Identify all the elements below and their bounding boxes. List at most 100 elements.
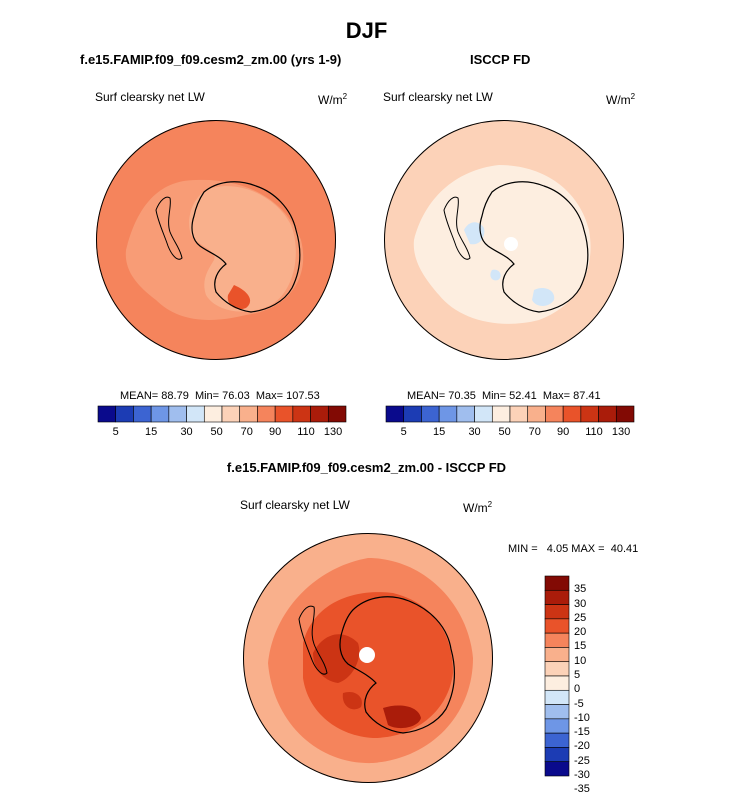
colorbar-swatch [598,405,617,423]
colorbar-swatch [491,405,511,423]
diff-colorbar-tick-label: -20 [574,740,590,753]
diff-colorbar-tick-label: 20 [574,626,587,639]
diff-colorbar-tick-label: 30 [574,597,587,610]
colorbar-tick-label: 15 [145,426,158,438]
left-map-border [96,120,336,360]
right-panel-units: W/m2 [606,92,636,107]
diff-colorbar-labels: 35 30 25 20 15 10 5 0 -5 -10 -15 -20 -25 -30 -35 [574,576,614,795]
diff-minmax: MIN = 4.05 MAX = 40.41 [508,543,639,555]
diff-colorbar-tick-label: -15 [574,726,590,739]
colorbar-swatch [615,405,635,423]
diff-colorbar-swatch [544,589,570,605]
right-map-pole-hole [504,237,518,251]
colorbar-swatch [527,405,546,423]
diff-panel-units: W/m2 [463,500,493,515]
colorbar-tick-label: 90 [557,426,570,438]
left-colorbar [97,405,347,423]
left-panel-variable: Surf clearsky net LW [95,90,205,104]
diff-colorbar-tick-label: 10 [574,654,587,667]
diff-colorbar-swatch [544,647,570,663]
left-map-peninsula [155,196,183,260]
colorbar-swatch [97,405,117,423]
diff-colorbar-swatch [544,575,570,591]
diff-map-hot-2 [383,705,421,729]
colorbar-swatch [456,405,475,423]
diff-colorbar-swatch [544,732,570,748]
left-panel-title: f.e15.FAMIP.f09_f09.cesm2_zm.00 (yrs 1-9… [80,52,342,67]
diff-colorbar-tick-label: -35 [574,783,590,795]
diff-colorbar-tick-label: 15 [574,640,587,653]
left-map-continent-fill [189,186,296,312]
colorbar-tick-label: 130 [323,426,343,438]
diff-polar-map [243,533,493,783]
colorbar-swatch [115,405,134,423]
colorbar-swatch [509,405,529,423]
colorbar-swatch [385,405,405,423]
colorbar-swatch [545,405,564,423]
diff-map-peninsula [298,605,328,675]
colorbar-tick-label: 30 [180,426,193,438]
diff-colorbar-tick-label: -10 [574,711,590,724]
right-colorbar-labels: 5 15 30 50 70 90 110 130 [386,426,634,440]
right-stats: MEAN= 70.35 Min= 52.41 Max= 87.41 [407,390,601,402]
colorbar-swatch [292,405,311,423]
colorbar-swatch [150,405,170,423]
diff-colorbar-swatch [544,704,570,720]
diff-map-hot-1 [313,634,360,683]
diff-colorbar-tick-label: -5 [574,697,584,710]
colorbar-swatch [221,405,241,423]
colorbar-tick-label: 50 [210,426,223,438]
right-panel-variable: Surf clearsky net LW [383,90,493,104]
left-map-coastline [191,181,301,313]
colorbar-swatch [274,405,294,423]
diff-colorbar-tick-label: 0 [574,683,581,696]
colorbar-swatch [168,405,187,423]
colorbar-swatch [186,405,205,423]
left-polar-map [96,120,336,360]
colorbar-tick-label: 5 [112,426,119,438]
diff-colorbar-swatch [544,632,570,648]
diff-panel-variable: Surf clearsky net LW [240,498,350,512]
colorbar-swatch [133,405,152,423]
colorbar-tick-label: 30 [468,426,481,438]
colorbar-swatch [421,405,440,423]
colorbar-tick-label: 110 [585,426,603,438]
diff-colorbar-tick-label: -30 [574,769,590,781]
diff-colorbar-swatch [544,604,570,620]
diff-panel-title: f.e15.FAMIP.f09_f09.cesm2_zm.00 - ISCCP … [226,460,507,475]
diff-colorbar-swatch [544,747,570,763]
diff-colorbar [544,575,570,777]
colorbar-swatch [327,405,347,423]
diff-colorbar-swatch [544,675,570,691]
diff-map-hot-3 [342,691,362,710]
colorbar-tick-label: 50 [498,426,511,438]
diff-map-border [243,533,493,783]
colorbar-swatch [562,405,582,423]
diff-map-coastline [339,596,456,734]
left-panel-units: W/m2 [318,92,348,107]
diff-colorbar-tick-label: 5 [574,669,581,681]
colorbar-tick-label: 70 [240,426,253,438]
colorbar-tick-label: 130 [611,426,631,438]
right-map-border [384,120,624,360]
right-panel-title: ISCCP FD [470,52,531,67]
diff-colorbar-swatch [544,661,570,677]
colorbar-tick-label: 70 [528,426,541,438]
diff-colorbar-swatch [544,761,570,777]
colorbar-tick-label: 110 [297,426,315,438]
diff-colorbar-swatch [544,718,570,734]
colorbar-tick-label: 15 [433,426,446,438]
right-map-cool-patch-3 [490,269,501,281]
colorbar-swatch [438,405,458,423]
colorbar-tick-label: 5 [400,426,407,438]
right-colorbar [385,405,635,423]
colorbar-swatch [310,405,329,423]
right-map-coastline [479,181,589,313]
colorbar-swatch [403,405,422,423]
colorbar-swatch [239,405,258,423]
colorbar-swatch [257,405,276,423]
diff-map-inner [303,592,453,738]
diff-colorbar-swatch [544,689,570,705]
right-map-cool-patch-2 [532,288,555,306]
colorbar-swatch [580,405,599,423]
